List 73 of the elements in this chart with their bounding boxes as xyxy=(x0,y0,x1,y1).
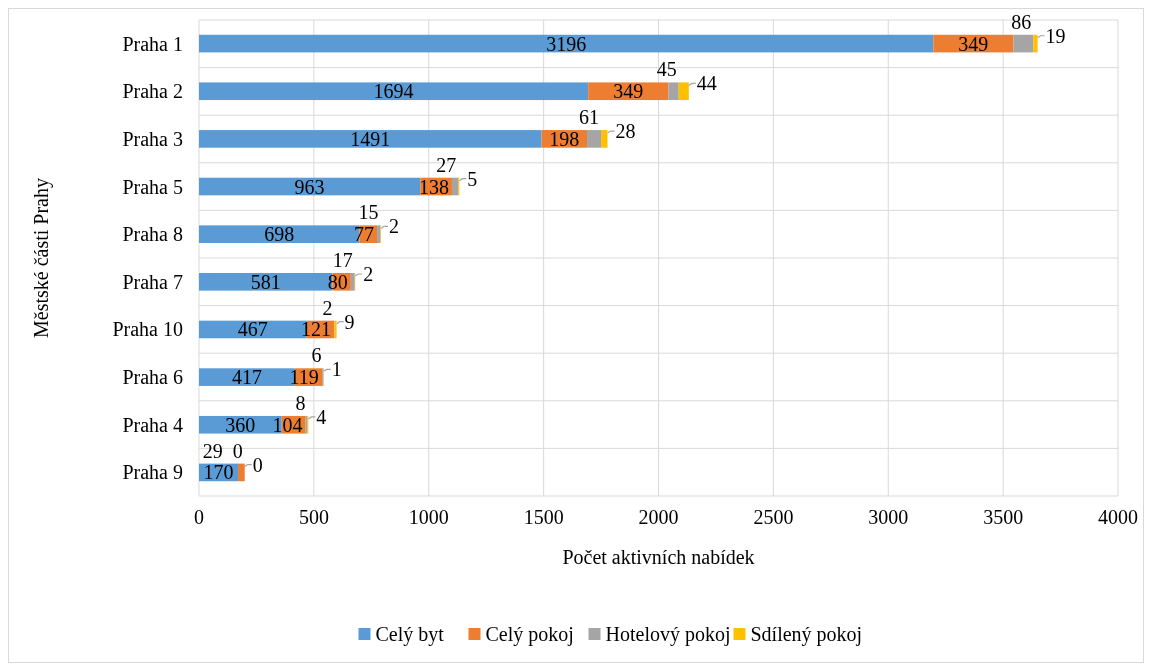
data-label: 44 xyxy=(696,72,717,95)
data-label: 0 xyxy=(232,439,243,462)
bar xyxy=(238,463,245,482)
x-tick-label: 500 xyxy=(298,506,329,528)
data-label: 61 xyxy=(579,106,600,129)
y-tick-label: Praha 5 xyxy=(122,175,183,198)
data-label: 27 xyxy=(436,153,457,176)
data-label: 2 xyxy=(363,263,374,286)
x-tick-label: 2500 xyxy=(753,506,794,528)
data-label: 15 xyxy=(358,201,379,224)
data-label: 581 xyxy=(250,270,281,293)
x-tick-label: 3000 xyxy=(868,506,909,528)
data-label: 0 xyxy=(252,453,263,476)
data-label: 45 xyxy=(656,58,677,81)
data-label: 170 xyxy=(203,461,234,484)
bar xyxy=(199,177,421,196)
data-label: 4 xyxy=(316,405,327,428)
data-label: 5 xyxy=(467,167,478,190)
data-label: 2 xyxy=(322,296,333,319)
y-tick-label: Praha 1 xyxy=(122,32,183,55)
x-tick-label: 4000 xyxy=(1098,506,1138,528)
data-label: 1694 xyxy=(373,80,414,103)
bar xyxy=(350,273,355,291)
bar xyxy=(199,34,934,53)
data-label: 3196 xyxy=(546,32,587,55)
x-tick-label: 1000 xyxy=(408,506,449,528)
y-tick-label: Praha 2 xyxy=(122,80,183,103)
data-label: 8 xyxy=(295,391,306,414)
data-label: 360 xyxy=(225,413,256,436)
legend-label: Hotelový pokoj xyxy=(605,623,731,646)
data-label: 29 xyxy=(202,439,223,462)
legend-label: Celý byt xyxy=(375,623,445,646)
data-label: 1491 xyxy=(350,127,391,150)
x-tick-label: 0 xyxy=(194,506,204,528)
data-label: 86 xyxy=(1011,10,1032,33)
data-label: 349 xyxy=(613,80,644,103)
y-tick-label: Praha 7 xyxy=(122,270,183,293)
y-tick-label: Praha 9 xyxy=(122,461,183,484)
x-axis-title: Počet aktivních nabídek xyxy=(562,546,755,568)
data-label: 963 xyxy=(294,175,325,198)
bar xyxy=(601,130,608,148)
data-label: 28 xyxy=(615,120,636,143)
data-label: 6 xyxy=(311,344,322,367)
data-label: 467 xyxy=(237,318,268,341)
legend-label: Celý pokoj xyxy=(485,623,574,646)
y-tick-label: Praha 10 xyxy=(112,318,183,341)
x-tick-label: 3500 xyxy=(983,506,1024,528)
bar xyxy=(1033,34,1038,53)
y-tick-label: Praha 6 xyxy=(122,366,183,389)
bar xyxy=(199,82,589,101)
bar xyxy=(1013,34,1034,53)
y-axis-title: Městské části Prahy xyxy=(30,178,53,338)
y-tick-label: Praha 8 xyxy=(122,223,183,246)
data-label: 2 xyxy=(388,215,399,238)
data-label: 9 xyxy=(344,310,355,333)
bar xyxy=(451,177,459,196)
data-label: 1 xyxy=(331,358,342,381)
data-label: 198 xyxy=(549,127,580,150)
y-tick-label: Praha 4 xyxy=(122,413,183,436)
x-tick-label: 2000 xyxy=(638,506,679,528)
data-label: 698 xyxy=(264,223,295,246)
data-label: 19 xyxy=(1045,24,1066,47)
data-label: 349 xyxy=(958,32,989,55)
data-label: 17 xyxy=(332,249,353,272)
bar xyxy=(199,130,542,148)
bar xyxy=(678,82,689,101)
legend-label: Sdílený pokoj xyxy=(750,623,863,646)
bar xyxy=(668,82,679,101)
x-tick-label: 1500 xyxy=(523,506,564,528)
y-tick-label: Praha 3 xyxy=(122,127,183,150)
data-label: 138 xyxy=(418,175,449,198)
bar xyxy=(587,130,602,148)
data-label: 417 xyxy=(231,366,262,389)
